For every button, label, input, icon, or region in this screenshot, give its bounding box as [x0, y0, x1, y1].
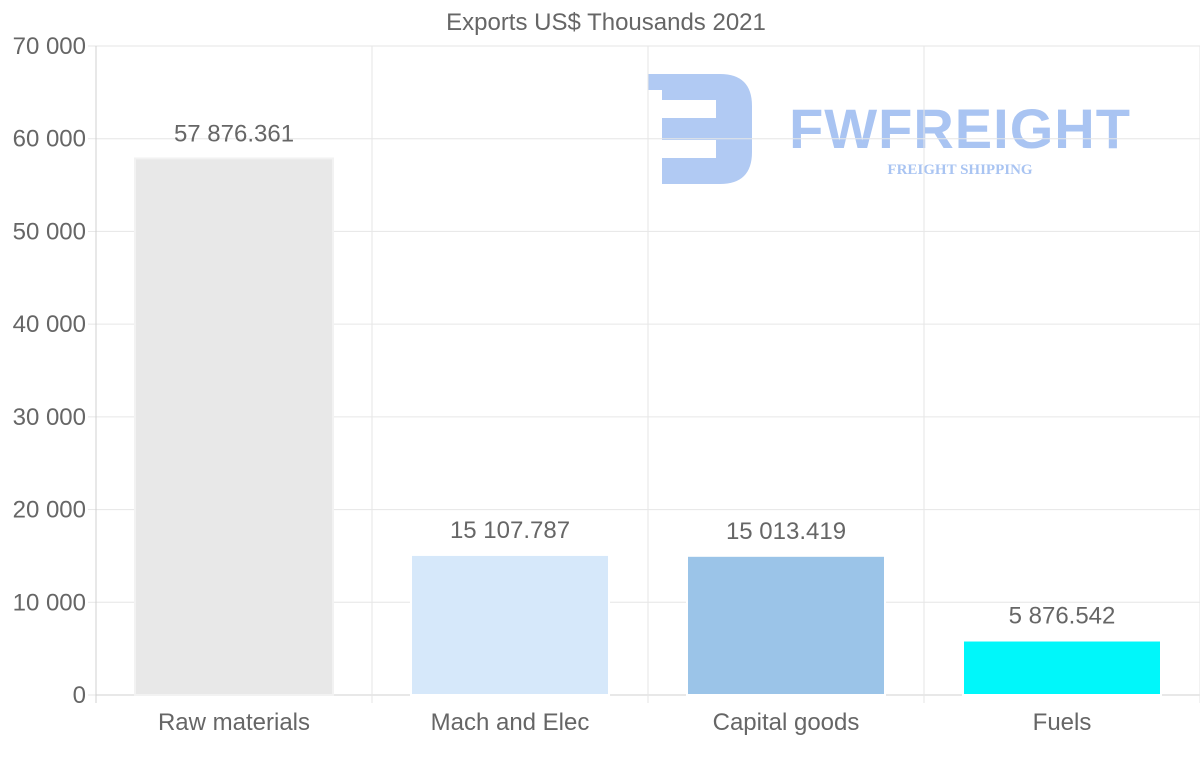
fwfreight-watermark: FWFREIGHT FREIGHT SHIPPING: [648, 74, 1131, 184]
watermark-brand-text: FWFREIGHT: [789, 97, 1131, 160]
y-tick-label: 0: [73, 682, 86, 709]
x-tick-label: Raw materials: [158, 709, 310, 736]
bar-capital-goods: [686, 554, 886, 696]
bar-fuels: [962, 639, 1162, 696]
watermark-tagline-text: FREIGHT SHIPPING: [887, 162, 1032, 178]
y-tick-label: 30 000: [13, 404, 86, 431]
y-tick-label: 40 000: [13, 311, 86, 338]
x-tick-label: Capital goods: [713, 709, 860, 736]
x-tick-label: Fuels: [1033, 709, 1092, 736]
chart-title: Exports US$ Thousands 2021: [446, 9, 766, 36]
y-axis-labels: 0 10 000 20 000 30 000 40 000 50 000 60 000 70 …: [13, 33, 86, 709]
bar-value-label: 15 013.419: [726, 518, 846, 545]
bars: [134, 157, 1162, 697]
x-tick-label: Mach and Elec: [431, 709, 590, 736]
fwfreight-logo-icon: [648, 74, 752, 184]
bar-raw-materials: [134, 157, 334, 697]
y-tick-label: 60 000: [13, 126, 86, 153]
bar-value-label: 15 107.787: [450, 517, 570, 544]
data-labels: 57 876.361 15 107.787 15 013.419 5 876.542: [174, 120, 1115, 629]
bar-value-label: 5 876.542: [1009, 603, 1116, 630]
y-tick-label: 10 000: [13, 589, 86, 616]
bar-value-label: 57 876.361: [174, 120, 294, 147]
bar-mach-and-elec: [410, 553, 610, 697]
x-axis-labels: Raw materials Mach and Elec Capital goods F…: [158, 709, 1091, 736]
y-tick-label: 70 000: [13, 33, 86, 60]
y-tick-label: 20 000: [13, 497, 86, 524]
y-tick-label: 50 000: [13, 218, 86, 245]
